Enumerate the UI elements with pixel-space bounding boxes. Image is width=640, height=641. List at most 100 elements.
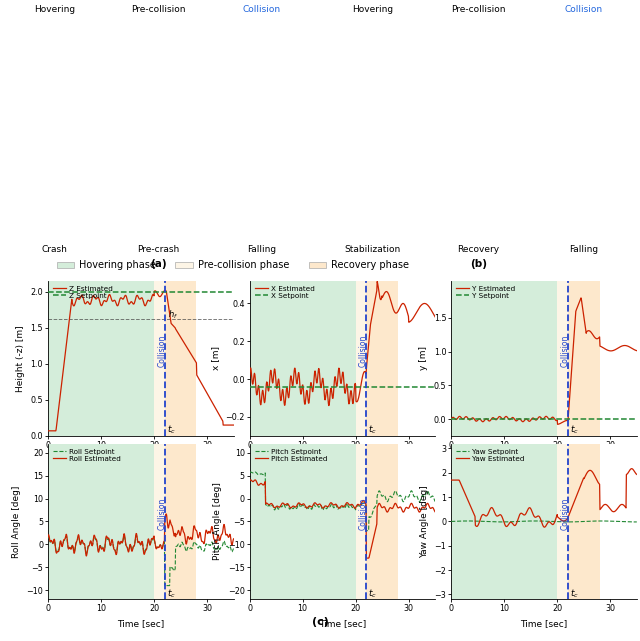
Roll Estimated bbox=[44, 533, 52, 541]
Z Estimated bbox=[230, 421, 237, 429]
Bar bbox=[154, 281, 164, 436]
Z Setpoint bbox=[132, 288, 140, 296]
Roll Setpoint bbox=[44, 535, 52, 542]
Y-axis label: Yaw Angle [deg]: Yaw Angle [deg] bbox=[420, 485, 429, 558]
Text: Falling: Falling bbox=[247, 246, 276, 254]
Legend: Pitch Setpoint, Pitch Estimated: Pitch Setpoint, Pitch Estimated bbox=[253, 447, 328, 463]
Y Estimated bbox=[629, 345, 637, 353]
X-axis label: Time [sec]: Time [sec] bbox=[117, 619, 164, 628]
Roll Estimated bbox=[132, 530, 140, 538]
Y Setpoint bbox=[558, 415, 566, 423]
Y Estimated bbox=[577, 294, 585, 302]
Bar bbox=[164, 444, 196, 599]
Pitch Setpoint bbox=[431, 497, 439, 505]
X Estimated bbox=[356, 384, 364, 392]
X-axis label: Time [sec]: Time [sec] bbox=[319, 455, 366, 464]
Y Estimated bbox=[554, 420, 561, 428]
X Estimated bbox=[428, 306, 435, 314]
Pitch Setpoint bbox=[346, 501, 354, 509]
Text: Collision: Collision bbox=[157, 497, 166, 530]
Z Estimated bbox=[132, 293, 140, 301]
Bar bbox=[356, 444, 366, 599]
X Estimated bbox=[399, 300, 406, 308]
X Estimated bbox=[246, 372, 253, 380]
Bar bbox=[250, 444, 356, 599]
Text: Pre-collision: Pre-collision bbox=[131, 5, 186, 14]
Pitch Estimated bbox=[334, 504, 342, 512]
Text: Hovering: Hovering bbox=[352, 5, 394, 14]
Roll Setpoint bbox=[145, 537, 152, 544]
Line: Y Estimated: Y Estimated bbox=[451, 298, 637, 424]
Text: Crash: Crash bbox=[42, 246, 68, 254]
X Estimated bbox=[334, 370, 342, 378]
Y Setpoint bbox=[447, 415, 455, 423]
Roll Setpoint bbox=[161, 582, 168, 590]
Y Estimated bbox=[558, 419, 566, 426]
Bar bbox=[568, 444, 600, 599]
Text: Collision: Collision bbox=[565, 5, 603, 14]
Y-axis label: Height (-z) [m]: Height (-z) [m] bbox=[16, 325, 25, 392]
Bar bbox=[48, 444, 154, 599]
Bar bbox=[164, 281, 196, 436]
X Estimated bbox=[373, 278, 381, 285]
Y Estimated bbox=[536, 413, 543, 420]
Text: Collision: Collision bbox=[157, 335, 166, 367]
Z Setpoint bbox=[44, 288, 52, 296]
Y Setpoint bbox=[536, 415, 543, 423]
Line: Pitch Estimated: Pitch Estimated bbox=[250, 480, 435, 558]
Y Setpoint bbox=[548, 415, 556, 423]
Bar bbox=[451, 444, 557, 599]
Yaw Setpoint bbox=[629, 518, 637, 526]
X Setpoint bbox=[246, 383, 253, 390]
Text: Collision: Collision bbox=[561, 497, 570, 530]
Text: $t_c$: $t_c$ bbox=[368, 424, 377, 437]
Z Estimated bbox=[155, 292, 163, 299]
Yaw Estimated bbox=[536, 515, 544, 523]
Roll Estimated bbox=[226, 530, 234, 538]
Z Estimated bbox=[196, 378, 204, 385]
Pitch Estimated bbox=[356, 501, 364, 509]
Yaw Estimated bbox=[600, 501, 607, 509]
Text: $h_f$: $h_f$ bbox=[168, 308, 178, 321]
X Setpoint bbox=[356, 383, 364, 390]
Text: Pre-collision: Pre-collision bbox=[451, 5, 506, 14]
Text: Stabilization: Stabilization bbox=[345, 246, 401, 254]
Text: (c): (c) bbox=[312, 617, 328, 627]
Pitch Setpoint bbox=[335, 504, 343, 512]
Yaw Setpoint bbox=[631, 518, 639, 526]
Legend: Hovering phase, Pre-collision phase, Recovery phase: Hovering phase, Pre-collision phase, Rec… bbox=[53, 256, 413, 274]
Yaw Estimated bbox=[633, 470, 640, 478]
Z Setpoint bbox=[155, 288, 163, 296]
Line: Z Estimated: Z Estimated bbox=[48, 291, 234, 431]
Roll Estimated bbox=[145, 536, 152, 544]
Roll Setpoint bbox=[134, 538, 141, 545]
Text: Falling: Falling bbox=[570, 246, 598, 254]
Bar bbox=[48, 281, 154, 436]
X-axis label: Time [sec]: Time [sec] bbox=[117, 455, 164, 464]
Z Estimated bbox=[226, 421, 234, 429]
Yaw Estimated bbox=[536, 513, 543, 520]
X-axis label: Time [sec]: Time [sec] bbox=[520, 455, 568, 464]
Z Setpoint bbox=[145, 288, 152, 296]
Y Setpoint bbox=[536, 415, 544, 423]
Yaw Setpoint bbox=[531, 517, 538, 525]
X Setpoint bbox=[431, 383, 439, 390]
Yaw Setpoint bbox=[537, 517, 545, 525]
Line: Roll Setpoint: Roll Setpoint bbox=[48, 535, 234, 586]
X Setpoint bbox=[427, 383, 435, 390]
Roll Setpoint bbox=[226, 542, 234, 550]
Roll Setpoint bbox=[155, 543, 163, 551]
Roll Setpoint bbox=[132, 532, 140, 540]
Line: Roll Estimated: Roll Estimated bbox=[48, 514, 234, 556]
Text: $t_c$: $t_c$ bbox=[166, 424, 175, 437]
Y-axis label: x [m]: x [m] bbox=[211, 346, 220, 370]
Pitch Estimated bbox=[428, 504, 435, 512]
Roll Estimated bbox=[83, 552, 90, 560]
Roll Setpoint bbox=[132, 531, 140, 539]
Yaw Setpoint bbox=[633, 518, 640, 526]
Text: $t_c$: $t_c$ bbox=[570, 424, 579, 437]
Y-axis label: Pitch Angle [deg]: Pitch Angle [deg] bbox=[213, 483, 222, 560]
X Estimated bbox=[346, 389, 354, 397]
Roll Estimated bbox=[155, 544, 163, 551]
Text: Hovering: Hovering bbox=[35, 5, 76, 14]
